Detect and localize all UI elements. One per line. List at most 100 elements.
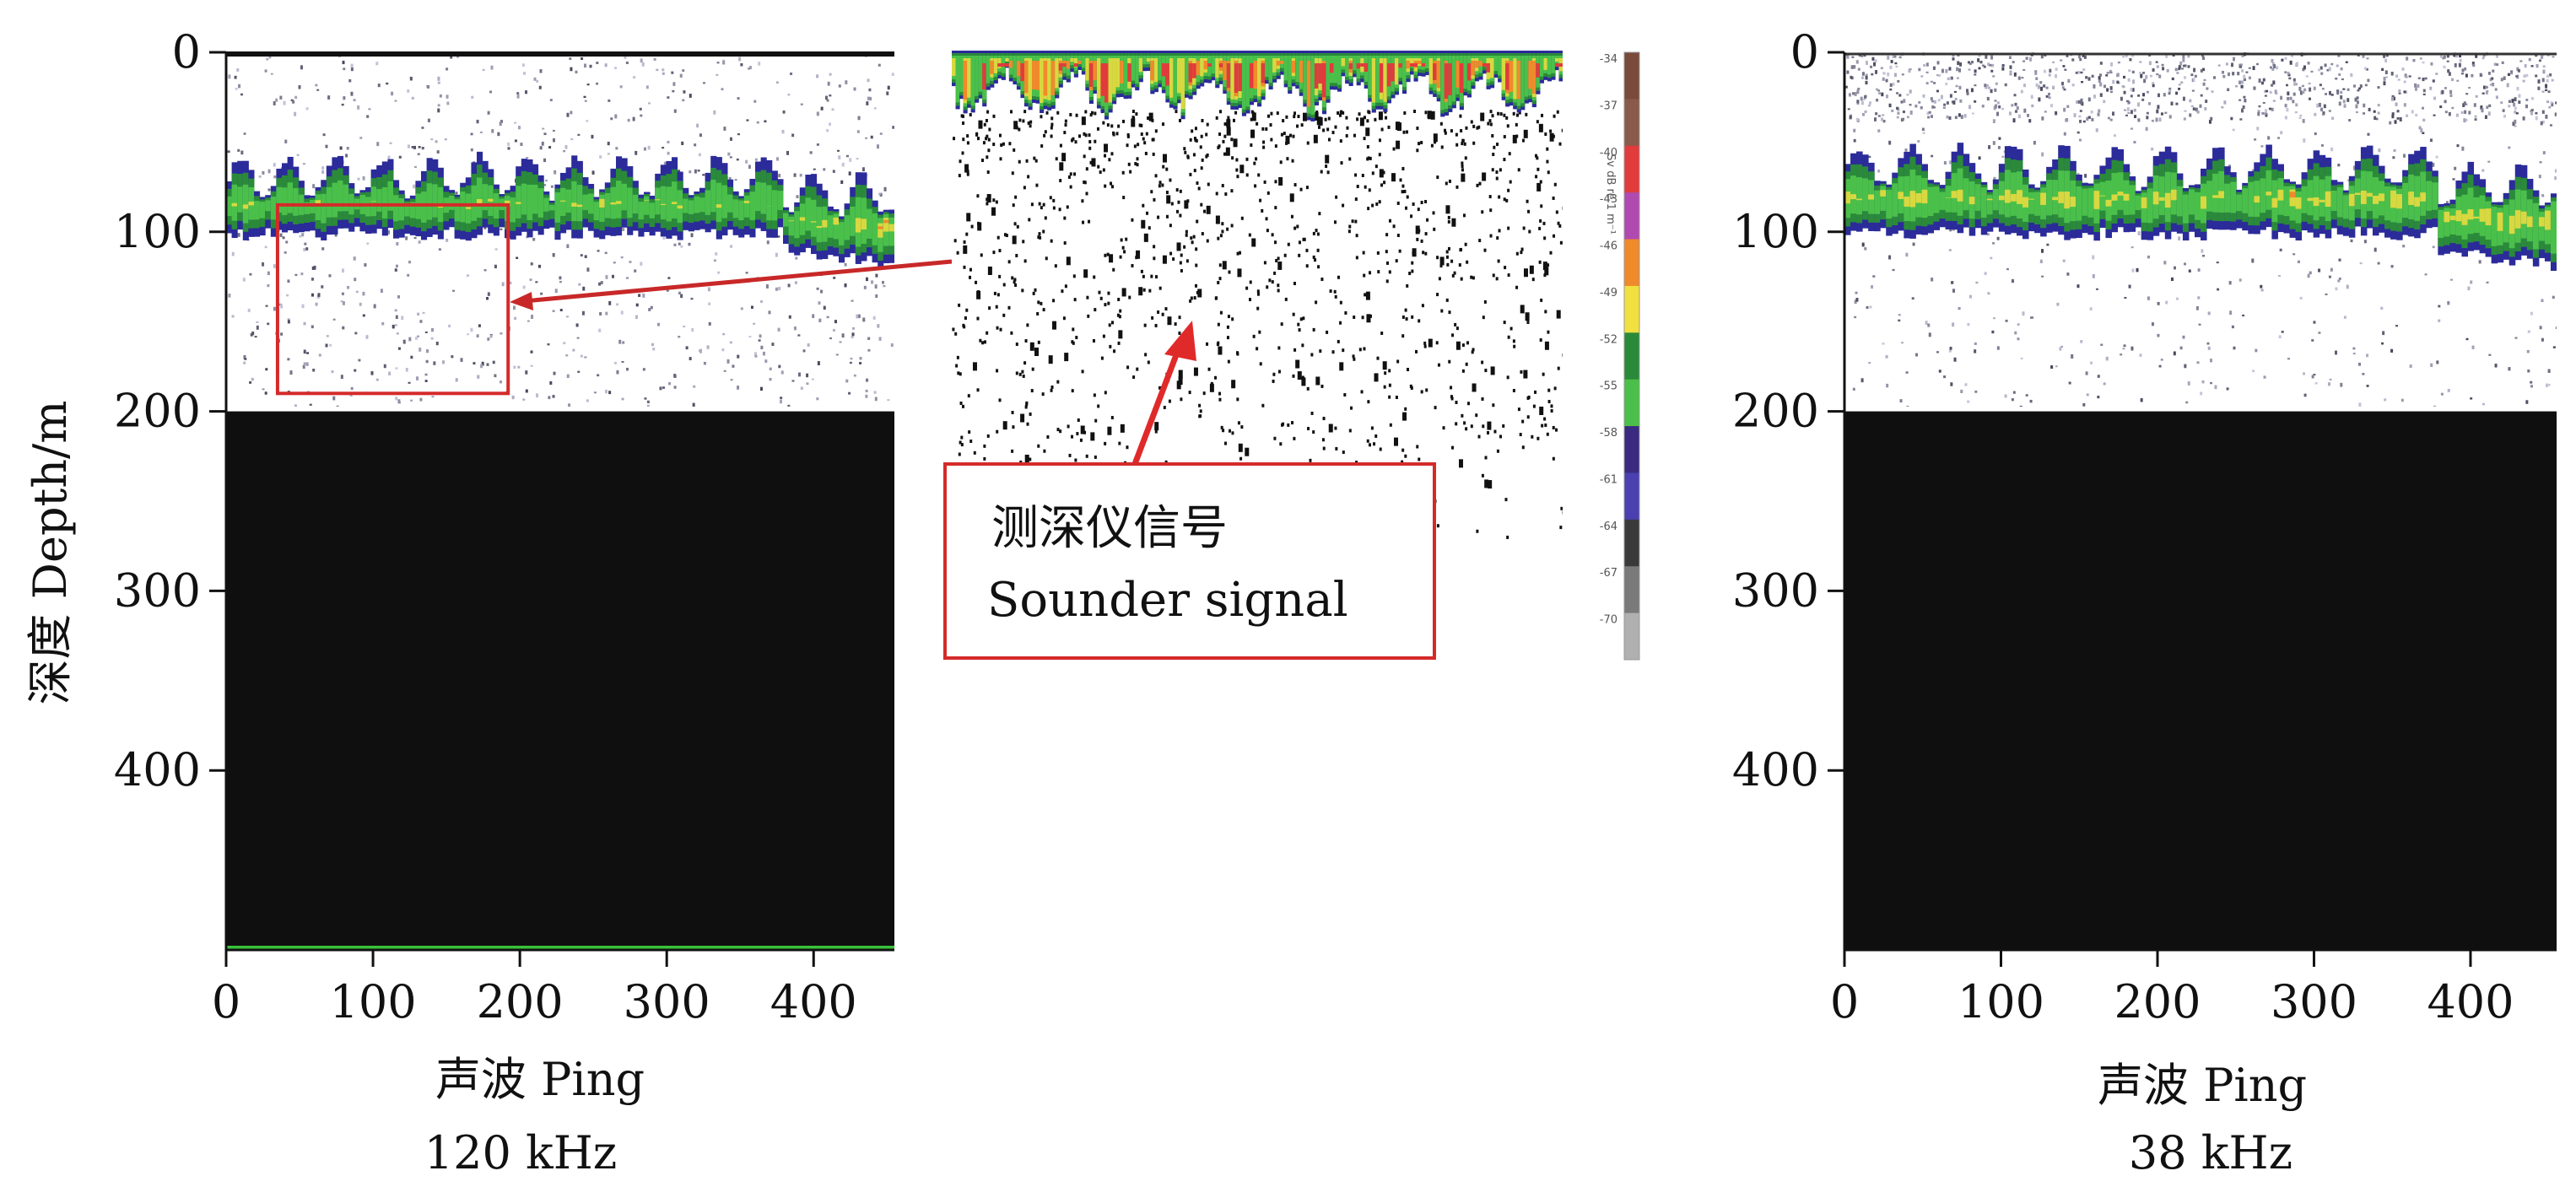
noise-dot — [2232, 72, 2235, 76]
echo-cell — [2070, 197, 2076, 208]
sounder-dot — [1217, 281, 1220, 285]
sounder-dot — [1034, 159, 1038, 163]
noise-dot — [2459, 58, 2462, 62]
sounder-dot — [1461, 343, 1465, 348]
noise-dot — [418, 240, 421, 244]
noise-dot — [284, 251, 287, 254]
colorbar-tick-label: -40 — [1600, 147, 1617, 159]
noise-dot — [1966, 91, 1969, 95]
noise-dot — [2340, 90, 2343, 94]
noise-dot — [435, 341, 439, 346]
sounder-dot — [1305, 248, 1309, 252]
sounder-dot — [1520, 247, 1524, 251]
inset-band-cell — [1463, 56, 1468, 89]
sounder-dot — [1312, 430, 1315, 434]
noise-dot — [832, 170, 835, 173]
noise-dot — [2195, 110, 2199, 112]
noise-dot — [2222, 70, 2225, 74]
sounder-dot — [1222, 139, 1225, 143]
sounder-dot — [1512, 339, 1515, 343]
noise-dot — [2130, 245, 2134, 249]
sounder-dot — [1083, 430, 1087, 434]
noise-dot — [671, 71, 674, 74]
noise-dot — [2545, 84, 2548, 89]
sounder-dot — [988, 306, 991, 310]
sounder-dot — [1506, 535, 1509, 539]
noise-dot — [2168, 115, 2172, 119]
noise-dot — [490, 65, 494, 70]
sounder-dot — [1290, 214, 1293, 219]
sounder-dot — [1368, 443, 1371, 447]
sounder-dot — [1059, 429, 1062, 434]
noise-dot — [632, 116, 635, 121]
noise-dot — [2201, 249, 2204, 253]
sounder-dot — [1239, 165, 1245, 174]
noise-dot — [287, 358, 290, 361]
noise-dot — [876, 144, 879, 149]
noise-dot — [2496, 63, 2499, 67]
sounder-dot — [969, 113, 972, 117]
noise-dot — [2123, 90, 2126, 94]
noise-dot — [652, 348, 656, 351]
noise-dot — [2314, 132, 2317, 136]
noise-dot — [663, 161, 667, 166]
echo-cell — [1880, 186, 1887, 211]
sounder-dot — [1268, 278, 1272, 283]
noise-dot — [1933, 82, 1936, 84]
sounder-dot — [1154, 422, 1159, 431]
noise-dot — [729, 137, 732, 141]
echo-cell — [1986, 194, 1994, 215]
noise-dot — [787, 404, 791, 407]
echo-cell — [621, 183, 628, 211]
noise-dot — [1992, 75, 1995, 78]
noise-dot — [2161, 63, 2164, 67]
noise-dot — [737, 132, 740, 136]
sounder-dot — [1326, 127, 1330, 132]
sounder-dot — [1409, 384, 1412, 388]
noise-dot — [2468, 111, 2471, 115]
noise-dot — [2396, 117, 2400, 120]
sounder-dot — [1256, 347, 1259, 351]
noise-dot — [2435, 155, 2438, 159]
sounder-dot — [1125, 237, 1128, 241]
sounder-dot — [1199, 145, 1202, 149]
sounder-dot — [1532, 404, 1536, 408]
noise-dot — [2137, 118, 2141, 122]
noise-dot — [2071, 58, 2075, 62]
inset-band-cell — [1077, 61, 1083, 64]
noise-dot — [1991, 330, 1995, 334]
sounder-dot — [1418, 457, 1421, 461]
noise-dot — [2139, 61, 2142, 63]
noise-dot — [256, 321, 259, 323]
sounder-dot — [1436, 524, 1439, 528]
noise-dot — [375, 408, 378, 412]
echo-cell — [2242, 188, 2249, 213]
noise-dot — [514, 316, 517, 321]
noise-dot — [364, 263, 367, 267]
sounder-dot — [1158, 286, 1162, 290]
noise-dot — [1945, 68, 1948, 73]
noise-dot — [2195, 107, 2198, 112]
echo-cell — [576, 185, 583, 222]
noise-dot — [2210, 381, 2213, 385]
noise-dot — [856, 158, 859, 160]
echo-cell — [872, 213, 878, 245]
sounder-dot — [1459, 114, 1462, 118]
noise-dot — [2125, 54, 2128, 57]
sounder-dot — [1352, 354, 1355, 359]
sounder-dot — [1396, 122, 1401, 132]
sounder-dot — [1285, 115, 1288, 119]
noise-dot — [627, 118, 630, 122]
echo-cell — [532, 184, 539, 214]
noise-dot — [2023, 84, 2027, 88]
noise-dot — [1915, 353, 1919, 357]
noise-dot — [494, 248, 498, 251]
sounder-dot — [1228, 429, 1231, 433]
noise-dot — [2419, 57, 2422, 60]
sounder-dot — [1363, 347, 1366, 351]
sounder-dot — [1310, 353, 1314, 357]
noise-dot — [607, 153, 610, 155]
sounder-dot — [1483, 299, 1487, 304]
echo-cell — [321, 193, 327, 224]
noise-dot — [2182, 335, 2185, 339]
